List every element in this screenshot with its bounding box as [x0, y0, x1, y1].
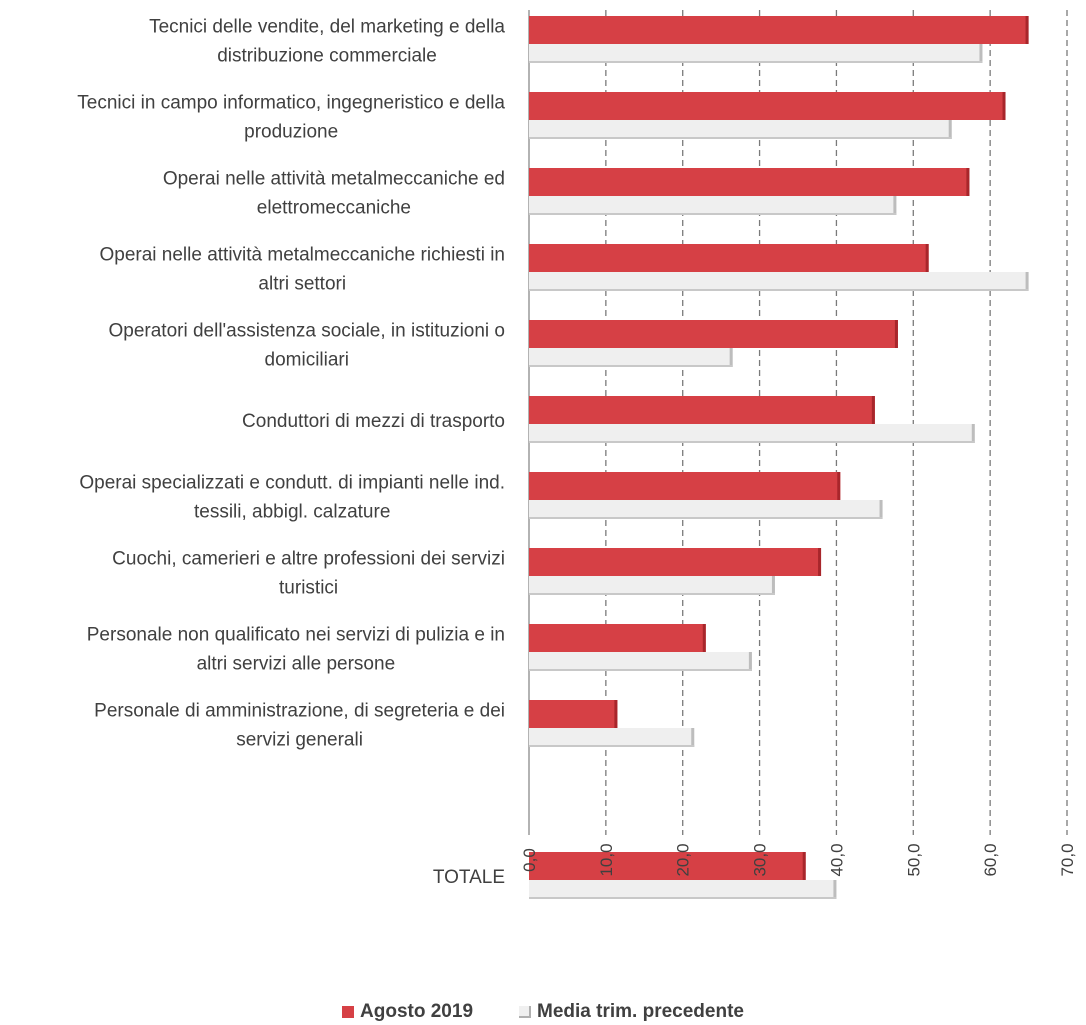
bar-agosto-2019-edge	[702, 624, 706, 652]
legend-label-media: Media trim. precedente	[537, 1001, 744, 1022]
bar-agosto-2019	[529, 472, 841, 500]
bar-agosto-2019	[529, 700, 618, 728]
bar-chart: Tecnici delle vendite, del marketing e d…	[77, 10, 1077, 899]
bar-media-trim	[529, 652, 752, 671]
bar-agosto-2019-edge	[966, 168, 970, 196]
bar-media-trim-edge	[948, 120, 952, 139]
bar-agosto-2019-edge	[837, 472, 841, 500]
bar-media-trim-edge	[879, 500, 883, 519]
bar-agosto-2019-edge	[818, 548, 822, 576]
x-axis-ticks: 0,0 10,0 20,0 30,0 40,0 50,0 60,0 70,0	[520, 843, 1077, 876]
bar-media-trim-shadow	[529, 61, 983, 63]
bar-media-trim	[529, 44, 983, 63]
bar-media-trim-shadow	[529, 669, 752, 671]
legend-item-agosto: Agosto 2019	[342, 1001, 473, 1023]
bar-media-trim-shadow	[529, 517, 883, 519]
x-tick-label: 10,0	[597, 843, 616, 876]
bar-agosto-2019	[529, 16, 1029, 44]
x-tick-label: 60,0	[981, 843, 1000, 876]
legend-swatch-media	[519, 1006, 532, 1018]
bar-media-trim	[529, 880, 837, 899]
bar-media-trim	[529, 120, 952, 139]
bar-media-trim-shadow	[529, 897, 837, 899]
category-label: TOTALE	[433, 867, 505, 888]
bar-agosto-2019-edge	[1025, 16, 1029, 44]
bar-media-trim-edge	[771, 576, 775, 595]
bar-agosto-2019	[529, 244, 929, 272]
bar-media-trim-shadow	[529, 745, 695, 747]
bar-agosto-2019-edge	[894, 320, 898, 348]
category-label: Personale di amministrazione, di segrete…	[94, 701, 505, 751]
bar-media-trim-edge	[729, 348, 733, 367]
bar-agosto-2019-edge	[925, 244, 929, 272]
bar-media-trim-shadow	[529, 213, 897, 215]
bar-media-trim-edge	[893, 196, 897, 215]
x-tick-label: 30,0	[751, 843, 770, 876]
bar-agosto-2019-edge	[614, 700, 618, 728]
bar-agosto-2019	[529, 548, 822, 576]
bar-agosto-2019	[529, 92, 1006, 120]
category-labels: Tecnici delle vendite, del marketing e d…	[77, 17, 505, 889]
x-tick-label: 0,0	[520, 848, 539, 872]
bar-media-trim-edge	[979, 44, 983, 63]
bar-media-trim-shadow	[529, 137, 952, 139]
bar-agosto-2019	[529, 168, 970, 196]
bar-agosto-2019-edge	[871, 396, 875, 424]
bar-media-trim-edge	[971, 424, 975, 443]
bar-agosto-2019	[529, 624, 706, 652]
category-label: Operai specializzati e condutt. di impia…	[79, 473, 505, 523]
bar-media-trim	[529, 272, 1029, 291]
bar-agosto-2019-edge	[1002, 92, 1006, 120]
bar-media-trim-shadow	[529, 441, 975, 443]
legend-label-agosto: Agosto 2019	[360, 1001, 474, 1022]
category-label: Cuochi, camerieri e altre professioni de…	[112, 549, 505, 599]
bar-agosto-2019	[529, 396, 875, 424]
bar-media-trim-shadow	[529, 593, 775, 595]
x-tick-label: 40,0	[827, 843, 846, 876]
bar-agosto-2019	[529, 852, 806, 880]
bar-media-trim-edge	[691, 728, 695, 747]
bars	[529, 16, 1029, 899]
bar-agosto-2019-edge	[802, 852, 806, 880]
category-label: Personale non qualificato nei servizi di…	[87, 625, 505, 675]
category-label: Operatori dell'assistenza sociale, in is…	[109, 321, 506, 371]
category-label: Operai nelle attività metalmeccaniche ri…	[99, 245, 505, 295]
bar-media-trim	[529, 424, 975, 443]
bar-media-trim	[529, 576, 775, 595]
category-label: Operai nelle attività metalmeccaniche ed…	[163, 169, 505, 219]
category-label: Conduttori di mezzi di trasporto	[242, 411, 505, 432]
bar-media-trim	[529, 500, 883, 519]
bar-media-trim-edge	[833, 880, 837, 899]
bar-media-trim-edge	[1025, 272, 1029, 291]
bar-media-trim-shadow	[529, 289, 1029, 291]
x-tick-label: 70,0	[1058, 843, 1077, 876]
bar-media-trim-edge	[748, 652, 752, 671]
legend: Agosto 2019 Media trim. precedente	[0, 1000, 1086, 1024]
bar-media-trim	[529, 728, 695, 747]
x-tick-label: 50,0	[904, 843, 923, 876]
bar-media-trim-shadow	[529, 365, 733, 367]
bar-media-trim	[529, 348, 733, 367]
bar-agosto-2019	[529, 320, 898, 348]
legend-swatch-agosto	[342, 1006, 355, 1018]
category-label: Tecnici delle vendite, del marketing e d…	[149, 17, 505, 67]
category-label: Tecnici in campo informatico, ingegneris…	[77, 93, 505, 143]
x-tick-label: 20,0	[674, 843, 693, 876]
bar-media-trim	[529, 196, 897, 215]
legend-item-media: Media trim. precedente	[519, 1001, 744, 1023]
